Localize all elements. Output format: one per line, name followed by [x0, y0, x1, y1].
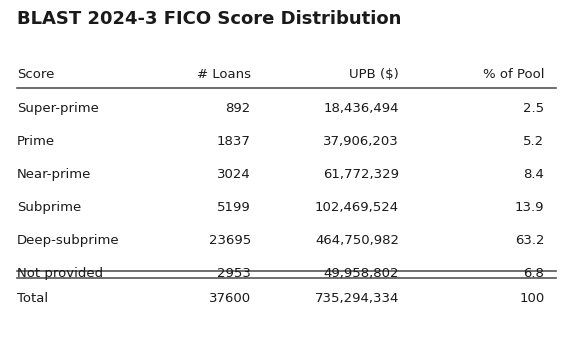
Text: 100: 100: [519, 292, 544, 305]
Text: Score: Score: [17, 68, 55, 81]
Text: # Loans: # Loans: [197, 68, 251, 81]
Text: 63.2: 63.2: [515, 234, 544, 247]
Text: 13.9: 13.9: [515, 201, 544, 214]
Text: 5.2: 5.2: [523, 135, 544, 148]
Text: 2.5: 2.5: [523, 102, 544, 115]
Text: BLAST 2024-3 FICO Score Distribution: BLAST 2024-3 FICO Score Distribution: [17, 10, 401, 28]
Text: 18,436,494: 18,436,494: [324, 102, 399, 115]
Text: 8.4: 8.4: [523, 168, 544, 181]
Text: 37600: 37600: [209, 292, 251, 305]
Text: Near-prime: Near-prime: [17, 168, 91, 181]
Text: 3024: 3024: [217, 168, 251, 181]
Text: 102,469,524: 102,469,524: [315, 201, 399, 214]
Text: % of Pool: % of Pool: [483, 68, 544, 81]
Text: Not provided: Not provided: [17, 267, 103, 280]
Text: 6.8: 6.8: [523, 267, 544, 280]
Text: 23695: 23695: [209, 234, 251, 247]
Text: 5199: 5199: [217, 201, 251, 214]
Text: 892: 892: [226, 102, 251, 115]
Text: Total: Total: [17, 292, 48, 305]
Text: Super-prime: Super-prime: [17, 102, 99, 115]
Text: Deep-subprime: Deep-subprime: [17, 234, 120, 247]
Text: 1837: 1837: [217, 135, 251, 148]
Text: Prime: Prime: [17, 135, 55, 148]
Text: 2953: 2953: [217, 267, 251, 280]
Text: 61,772,329: 61,772,329: [323, 168, 399, 181]
Text: 37,906,203: 37,906,203: [323, 135, 399, 148]
Text: 49,958,802: 49,958,802: [324, 267, 399, 280]
Text: 735,294,334: 735,294,334: [315, 292, 399, 305]
Text: Subprime: Subprime: [17, 201, 82, 214]
Text: UPB ($): UPB ($): [349, 68, 399, 81]
Text: 464,750,982: 464,750,982: [315, 234, 399, 247]
